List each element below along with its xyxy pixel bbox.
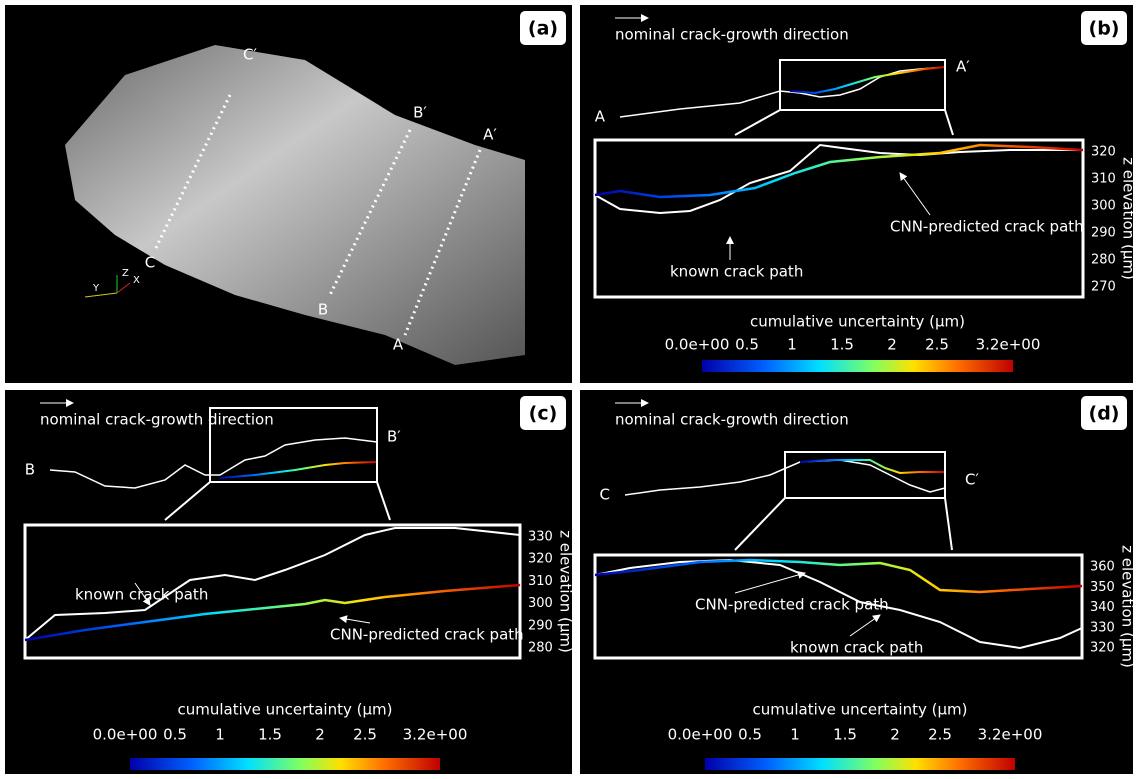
z-tick-label: 280 [1091, 253, 1116, 268]
predicted-label: CNN-predicted crack path [330, 626, 524, 644]
colorbar-tick-label: 0.5 [738, 726, 762, 744]
z-axis-title: z elevation (µm) [1120, 157, 1138, 280]
colorbar-tick-label: 2.5 [925, 336, 949, 354]
panel: (c) nominal crack-growth direction B B′ know… [5, 390, 575, 774]
colorbar-tick-label: 2 [315, 726, 325, 744]
section-label: C′ [243, 46, 257, 64]
end-label: C′ [965, 471, 979, 489]
known-label: known crack path [790, 639, 923, 657]
z-tick-label: 330 [1090, 620, 1115, 635]
z-tick-label: 310 [528, 574, 553, 589]
panel-label: (a) [528, 18, 558, 40]
colorbar-title: cumulative uncertainty (µm) [753, 701, 968, 719]
colorbar-tick-label: 0.5 [163, 726, 187, 744]
colorbar-tick-label: 2.5 [928, 726, 952, 744]
z-tick-label: 330 [528, 530, 553, 545]
panel: (d) nominal crack-growth direction C C′ know… [580, 390, 1137, 774]
z-tick-label: 320 [1091, 145, 1116, 160]
start-label: C [600, 486, 610, 504]
colorbar-tick-label: 0.0e+00 [668, 726, 733, 744]
z-tick-label: 360 [1090, 560, 1115, 575]
section-label: B′ [413, 104, 427, 122]
colorbar-tick-label: 2 [890, 726, 900, 744]
axis-label: Z [122, 268, 129, 279]
direction-label: nominal crack-growth direction [615, 411, 849, 429]
z-tick-label: 290 [528, 618, 553, 633]
panel-label: (c) [529, 403, 558, 425]
section-label: B [318, 301, 328, 319]
colorbar-tick-label: 2 [887, 336, 897, 354]
colorbar-tick-label: 3.2e+00 [403, 726, 468, 744]
colorbar-tick-label: 0.0e+00 [665, 336, 730, 354]
direction-label: nominal crack-growth direction [40, 411, 274, 429]
z-tick-label: 300 [528, 596, 553, 611]
end-label: B′ [387, 428, 401, 446]
z-tick-label: 320 [1090, 641, 1115, 656]
z-tick-label: 310 [1091, 172, 1116, 187]
z-tick-label: 300 [1091, 199, 1116, 214]
colorbar-tick-label: 1.5 [833, 726, 857, 744]
axis-label: Y [92, 283, 100, 294]
z-axis-title: z elevation (µm) [1119, 545, 1137, 668]
colorbar-tick-label: 0.5 [735, 336, 759, 354]
colorbar [702, 360, 1013, 372]
colorbar [130, 758, 440, 770]
z-tick-label: 280 [528, 641, 553, 656]
known-label: known crack path [75, 586, 208, 604]
axis-label: X [133, 275, 140, 286]
predicted-label: CNN-predicted crack path [695, 596, 889, 614]
colorbar-tick-label: 3.2e+00 [978, 726, 1043, 744]
colorbar-title: cumulative uncertainty (µm) [178, 701, 393, 719]
colorbar [705, 758, 1015, 770]
colorbar-tick-label: 1 [215, 726, 225, 744]
panel-label: (d) [1089, 403, 1120, 425]
colorbar-tick-label: 1.5 [830, 336, 854, 354]
colorbar-title: cumulative uncertainty (µm) [750, 313, 965, 331]
colorbar-tick-label: 1 [787, 336, 797, 354]
z-tick-label: 350 [1090, 580, 1115, 595]
z-tick-label: 270 [1091, 280, 1116, 295]
direction-label: nominal crack-growth direction [615, 26, 849, 44]
z-tick-label: 320 [528, 552, 553, 567]
panel: (b) nominal crack-growth direction A A′ know… [580, 5, 1138, 383]
start-label: B [25, 461, 35, 479]
colorbar-tick-label: 0.0e+00 [93, 726, 158, 744]
section-label: A [393, 336, 404, 354]
panel-label: (b) [1089, 18, 1120, 40]
colorbar-tick-label: 1 [790, 726, 800, 744]
z-axis-title: z elevation (µm) [557, 530, 575, 653]
z-tick-label: 290 [1091, 226, 1116, 241]
figure: (a) C′ C B′ B A′ A Z Y X (b) nominal crack-growth d… [0, 0, 1138, 779]
end-label: A′ [956, 58, 970, 76]
colorbar-tick-label: 2.5 [353, 726, 377, 744]
predicted-label: CNN-predicted crack path [890, 218, 1084, 236]
colorbar-tick-label: 1.5 [258, 726, 282, 744]
colorbar-tick-label: 3.2e+00 [976, 336, 1041, 354]
section-label: A′ [483, 126, 497, 144]
section-label: C [145, 254, 155, 272]
z-tick-label: 340 [1090, 600, 1115, 615]
start-label: A [595, 108, 606, 126]
panel: (a) C′ C B′ B A′ A Z Y X [5, 5, 572, 383]
known-label: known crack path [670, 263, 803, 281]
